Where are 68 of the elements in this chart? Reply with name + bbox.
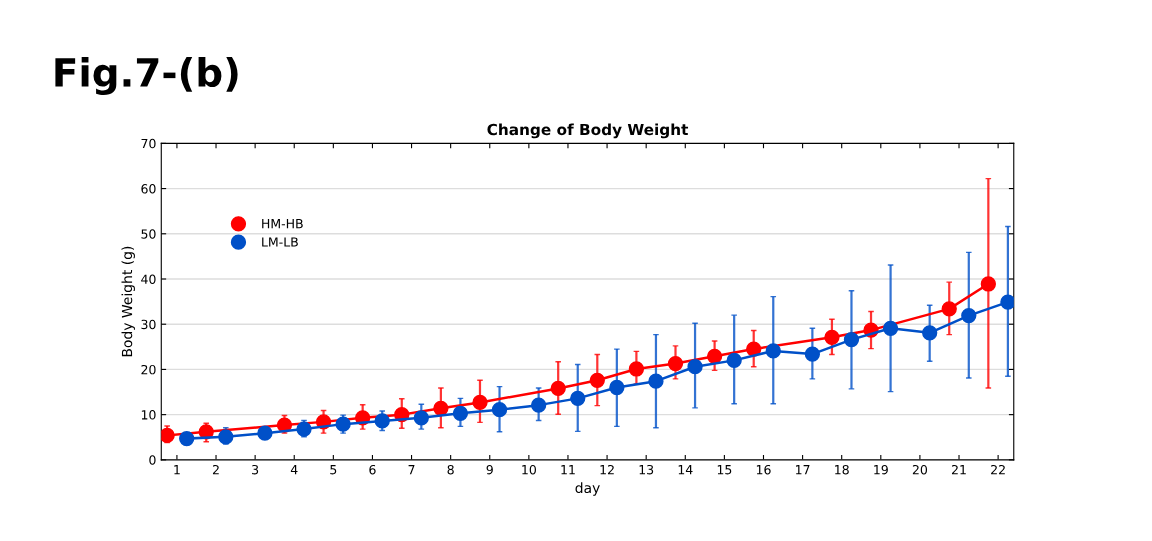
x-tick-label: 7 [408,465,415,475]
point [179,430,195,447]
x-tick-label: 9 [486,464,493,475]
x-tick-label: 6 [369,464,376,475]
point [296,421,312,437]
y-tick-label: 20 [141,364,156,375]
x-tick-label: 14 [678,465,693,475]
y-tick-label: 60 [141,184,156,194]
point [824,329,840,345]
y-tick-label: 30 [141,319,156,330]
chart-title: Change of Body Weight [487,123,689,139]
x-tick-label: 18 [835,464,849,475]
x-axis-title: day [575,482,600,496]
caption: Fig.7-(b) [55,57,238,95]
point [374,413,390,429]
point [335,416,351,432]
point [941,301,957,317]
point [980,276,996,292]
x-tick-label: 20 [912,464,928,475]
point [843,331,860,348]
x-tick-label: 15 [717,465,732,475]
legend-label: HM-HB [262,219,303,229]
y-tick-label: 0 [149,455,156,465]
point [218,429,234,445]
y-tick-label: 50 [141,229,156,239]
y-tick-label: 70 [141,138,156,149]
point [687,359,703,375]
x-tick-label: 8 [447,464,454,475]
point [628,361,645,377]
x-tick-label: 13 [639,464,654,475]
point [609,379,625,396]
point [922,325,938,341]
point [882,320,899,336]
point [491,402,508,418]
point [472,394,488,411]
point [452,405,469,421]
point [765,343,781,359]
x-tick-label: 12 [600,464,614,475]
point [589,372,605,388]
point [570,390,586,407]
x-tick-label: 2 [212,464,219,475]
x-tick-label: 16 [756,464,771,475]
point [726,352,742,369]
x-tick-label: 4 [290,465,298,475]
x-tick-label: 3 [252,464,259,475]
y-tick-label: 40 [141,274,156,284]
point [257,425,273,441]
x-tick-label: 1 [174,465,180,475]
point [413,410,429,426]
x-tick-label: 10 [522,464,536,475]
point [530,397,547,413]
point [804,346,821,362]
point [706,348,723,364]
y-axis-title: Body Weight (g) [121,246,135,357]
point [1000,294,1014,310]
x-tick-label: 19 [874,464,888,475]
point [667,355,684,372]
x-tick-label: 17 [796,465,810,475]
x-tick-label: 22 [991,464,1005,475]
point [961,307,977,324]
point [648,373,664,389]
legend-label: LM-LB [262,237,298,247]
x-tick-label: 5 [330,465,337,475]
x-tick-label: 21 [951,464,966,475]
point [433,400,449,416]
point [550,380,566,397]
x-tick-label: 11 [561,465,575,475]
y-tick-label: 10 [141,410,156,420]
